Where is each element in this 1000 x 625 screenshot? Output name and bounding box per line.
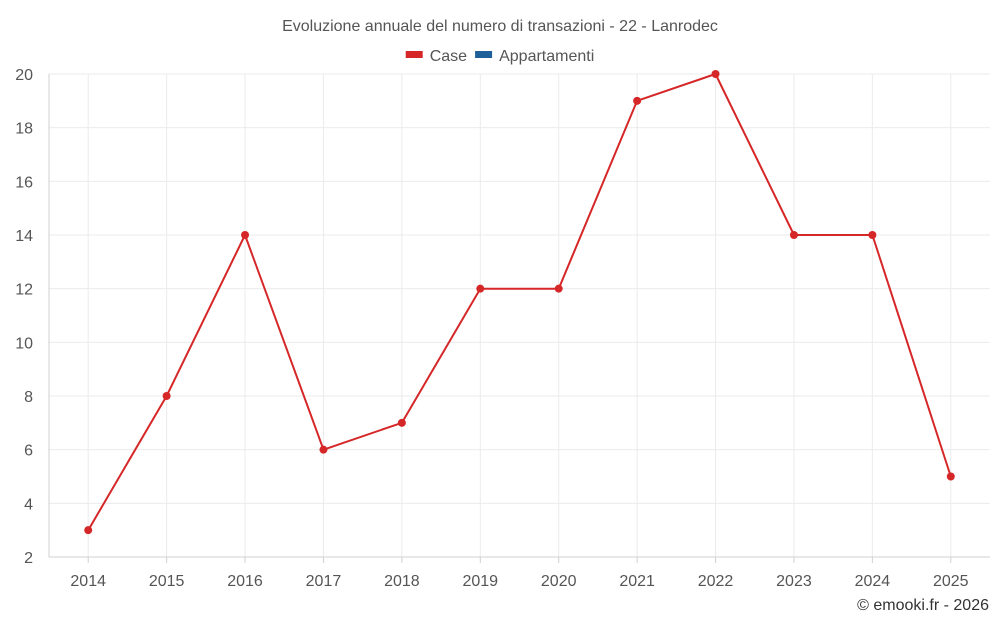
data-point[interactable] <box>868 231 877 239</box>
footer-credit: © emooki.fr - 2026 <box>857 597 989 614</box>
x-tick-label: 2018 <box>384 573 420 590</box>
legend-item-case[interactable]: Case <box>405 48 467 65</box>
legend-swatch <box>475 51 493 58</box>
x-tick-label: 2019 <box>462 573 498 590</box>
data-point[interactable] <box>946 472 955 481</box>
y-tick-label: 12 <box>15 282 33 299</box>
y-tick-label: 4 <box>24 496 33 513</box>
chart-title: Evoluzione annuale del numero di transaz… <box>282 18 718 35</box>
legend-swatch <box>405 51 423 58</box>
y-tick-label: 16 <box>15 174 33 191</box>
legend: Case Appartamenti <box>405 48 594 65</box>
x-tick-label: 2016 <box>227 573 263 590</box>
y-tick-label: 8 <box>24 389 33 406</box>
y-tick-label: 6 <box>24 443 33 460</box>
y-tick-label: 10 <box>15 335 33 352</box>
data-point[interactable] <box>789 231 798 239</box>
x-tick-label: 2014 <box>70 573 106 590</box>
x-tick-label: 2020 <box>541 573 577 590</box>
data-point[interactable] <box>554 284 563 293</box>
x-tick-label: 2015 <box>149 573 185 590</box>
y-tick-label: 2 <box>24 550 33 567</box>
data-point[interactable] <box>241 231 250 239</box>
legend-label: Appartamenti <box>499 48 594 65</box>
data-point[interactable] <box>711 70 720 78</box>
series-layer <box>84 70 955 535</box>
x-tick-label: 2022 <box>698 573 734 590</box>
data-point[interactable] <box>633 96 642 105</box>
y-tick-label: 20 <box>15 67 33 84</box>
data-point[interactable] <box>319 445 328 454</box>
series-line-case <box>87 73 952 531</box>
legend-label: Case <box>430 48 467 65</box>
x-tick-label: 2023 <box>776 573 812 590</box>
x-tick-label: 2024 <box>855 573 891 590</box>
grid <box>49 73 990 558</box>
data-point[interactable] <box>476 284 485 293</box>
data-point[interactable] <box>84 526 93 535</box>
x-tick-label: 2025 <box>933 573 969 590</box>
y-tick-label: 14 <box>15 228 33 245</box>
axes: 2 4 6 8 10 12 14 16 18 20 2014 2015 2016 2017 2018 2019… <box>15 67 990 590</box>
legend-item-appartamenti[interactable]: Appartamenti <box>475 48 594 65</box>
data-point[interactable] <box>397 418 406 427</box>
x-tick-label: 2021 <box>619 573 655 590</box>
data-point[interactable] <box>162 392 171 400</box>
x-tick-label: 2017 <box>306 573 342 590</box>
y-tick-label: 18 <box>15 121 33 138</box>
